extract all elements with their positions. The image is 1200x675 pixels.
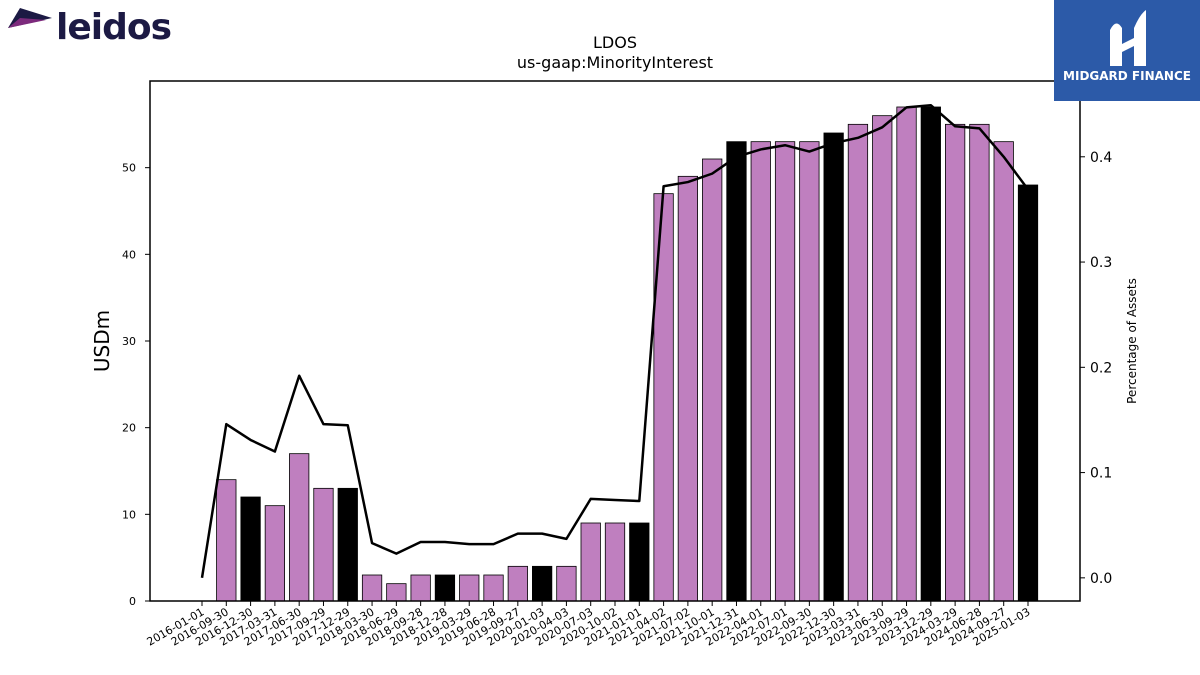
y2-tick-label: 0.0 xyxy=(1090,571,1112,587)
y2-tick-label: 0.3 xyxy=(1090,255,1112,271)
y-tick-label: 30 xyxy=(122,335,136,348)
bar-2017-12-29 xyxy=(337,487,358,602)
bar-2021-10-01 xyxy=(702,158,723,602)
chart-subtitle: us-gaap:MinorityInterest xyxy=(517,53,713,72)
bar-2021-12-31 xyxy=(726,141,747,602)
leidos-logo-text: leidos xyxy=(56,7,172,48)
bar-2017-09-29 xyxy=(313,487,334,602)
bar-2019-03-29 xyxy=(459,574,480,602)
y-tick-label: 20 xyxy=(122,422,136,435)
bar-2021-04-02 xyxy=(653,193,674,602)
percentage-line-group xyxy=(200,103,1030,579)
leidos-arrow-icon xyxy=(8,8,52,28)
y-tick-label: 10 xyxy=(122,508,136,521)
bar-2017-03-31 xyxy=(264,505,286,602)
bar-2018-06-29 xyxy=(386,583,407,602)
bar-2024-06-28 xyxy=(969,123,990,602)
y-tick-label: 40 xyxy=(122,248,136,261)
bar-2023-09-29 xyxy=(896,106,917,602)
bar-2022-12-30 xyxy=(823,132,844,602)
bar-2018-03-30 xyxy=(361,574,383,602)
bar-2019-09-27 xyxy=(507,565,528,602)
bar-2016-12-30 xyxy=(240,496,261,602)
leidos-logo: leidos xyxy=(6,4,176,50)
bar-2023-06-30 xyxy=(872,115,893,602)
y2-tick-label: 0.2 xyxy=(1090,360,1112,376)
bar-2022-09-30 xyxy=(799,141,820,602)
midgard-finance-text: MIDGARD FINANCE xyxy=(1063,69,1191,83)
chart-title: LDOS xyxy=(593,33,637,52)
bar-2016-09-30 xyxy=(216,479,237,602)
y-axis-left: 0 10 20 30 40 50 xyxy=(122,162,150,608)
y-tick-label: 0 xyxy=(129,595,136,608)
bar-2020-04-03 xyxy=(556,565,577,602)
bar-2019-06-28 xyxy=(483,574,504,602)
bar-2024-09-27 xyxy=(993,141,1014,602)
y2-tick-label: 0.1 xyxy=(1090,466,1112,482)
bar-2021-01-01 xyxy=(629,522,650,602)
y2-axis-label: Percentage of Assets xyxy=(1125,278,1139,404)
x-axis: 2016-01-012016-09-302016-12-302017-03-31… xyxy=(145,601,1033,649)
bar-2020-07-03 xyxy=(580,522,601,602)
bar-2018-12-28 xyxy=(434,574,456,602)
bar-2022-04-01 xyxy=(750,141,771,602)
bar-2024-03-29 xyxy=(945,123,966,602)
bar-2023-12-29 xyxy=(920,106,941,602)
bar-2025-01-03 xyxy=(1017,184,1039,602)
bar-2022-07-01 xyxy=(774,141,796,602)
bar-2021-07-02 xyxy=(677,175,698,602)
y-axis-label: USDm xyxy=(90,310,114,372)
bar-2020-01-03 xyxy=(532,565,553,602)
y2-tick-label: 0.4 xyxy=(1090,150,1112,166)
bar-2018-09-28 xyxy=(410,574,431,602)
bar-2023-03-31 xyxy=(847,123,869,602)
y-tick-label: 50 xyxy=(122,162,136,175)
midgard-finance-logo: MIDGARD FINANCE xyxy=(1054,0,1200,101)
midgard-emblem-icon xyxy=(1110,10,1146,66)
bar-2020-10-02 xyxy=(604,522,626,602)
bars-group xyxy=(216,106,1039,602)
percentage-line xyxy=(200,103,1030,579)
y-axis-right: 0.0 0.1 0.2 0.3 0.4 xyxy=(1080,150,1112,587)
bar-2017-06-30 xyxy=(289,453,310,602)
